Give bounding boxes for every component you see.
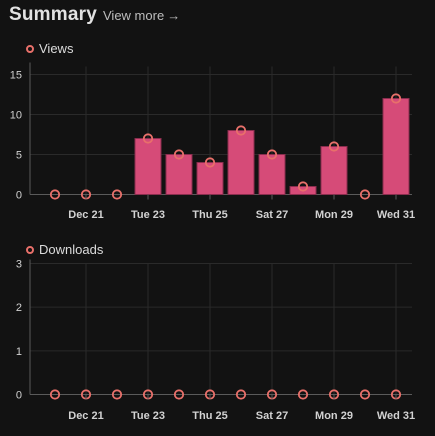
downloads-x-tick-label: Thu 25 [192,410,227,422]
views-y-tick-label: 10 [10,110,22,122]
views-x-tick-label: Tue 23 [131,209,165,221]
views-point[interactable] [328,141,340,152]
views-bar[interactable] [382,98,410,195]
views-bar[interactable] [320,146,348,195]
views-point[interactable] [266,149,278,160]
views-point[interactable] [359,189,371,200]
downloads-x-tick-label: Tue 23 [131,410,165,422]
downloads-y-tick-label: 2 [16,302,22,314]
views-legend-marker-icon [26,44,34,53]
downloads-point[interactable] [359,389,371,400]
views-bar[interactable] [134,138,162,195]
views-x-tick-label: Dec 21 [68,209,103,221]
page-title: Summary [9,4,97,25]
views-bar[interactable] [196,162,224,195]
views-y-tick-label: 0 [16,190,22,202]
views-legend[interactable]: Views [26,41,73,56]
downloads-point[interactable] [173,389,185,400]
views-point[interactable] [235,125,247,136]
views-x-tick-label: Thu 25 [192,209,227,221]
views-point[interactable] [297,181,309,192]
views-point[interactable] [111,189,123,200]
view-more-link[interactable]: View more → [103,8,180,23]
views-bar[interactable] [227,130,255,195]
downloads-x-tick-label: Sat 27 [256,410,288,422]
downloads-legend-label: Downloads [39,242,104,257]
views-chart: 0 5 10 15 Dec 21 Tue 23 Thu 25 Sat 27 Mon 29 Wed … [10,62,415,221]
downloads-chart: 0 1 2 3 Dec 21 Tue 23 Thu 25 Sat 27 Mon 29 Wed 31 [16,259,415,423]
views-y-tick-label: 5 [16,150,22,162]
downloads-x-tick-label: Mon 29 [315,410,353,422]
downloads-point[interactable] [49,389,61,400]
downloads-y-tick-label: 1 [16,346,22,358]
views-x-tick-label: Wed 31 [377,209,415,221]
downloads-legend[interactable]: Downloads [26,242,103,257]
downloads-y-tick-label: 0 [16,390,22,402]
downloads-legend-marker-icon [26,245,34,254]
views-legend-label: Views [39,41,74,56]
views-y-tick-label: 15 [10,70,22,82]
downloads-point[interactable] [235,389,247,400]
view-more-label: View more [103,8,165,23]
views-x-tick-label: Sat 27 [256,209,288,221]
downloads-x-tick-label: Dec 21 [68,410,103,422]
downloads-x-tick-label: Wed 31 [377,410,415,422]
summary-header: Summary View more → [9,4,180,26]
views-point[interactable] [49,189,61,200]
views-point[interactable] [390,93,402,104]
downloads-y-tick-label: 3 [16,259,22,271]
views-bar[interactable] [258,154,286,195]
downloads-point[interactable] [111,389,123,400]
views-point[interactable] [142,133,154,144]
arrow-right-icon: → [167,8,181,23]
views-point[interactable] [173,149,185,160]
views-bar[interactable] [165,154,193,195]
views-x-tick-label: Mon 29 [315,209,353,221]
views-point[interactable] [204,157,216,168]
downloads-point[interactable] [297,389,309,400]
